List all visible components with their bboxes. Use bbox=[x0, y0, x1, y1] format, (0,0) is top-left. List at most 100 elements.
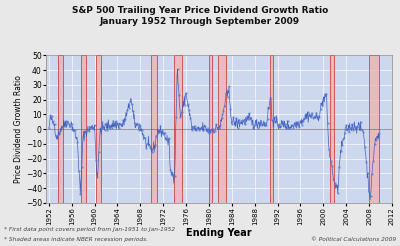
Point bbox=[306, 112, 312, 116]
Text: * Shaded areas indicate NBER recession periods.: * Shaded areas indicate NBER recession p… bbox=[4, 237, 148, 242]
Point bbox=[120, 118, 126, 122]
Point bbox=[70, 128, 76, 132]
Point bbox=[332, 181, 338, 185]
Point bbox=[307, 116, 314, 120]
Point bbox=[84, 128, 91, 132]
Point bbox=[190, 125, 196, 129]
Point bbox=[127, 99, 134, 103]
Point bbox=[313, 111, 320, 115]
Bar bbox=[58, 55, 63, 203]
Point bbox=[223, 91, 229, 95]
Point bbox=[342, 131, 348, 135]
Point bbox=[283, 126, 289, 130]
Point bbox=[369, 171, 375, 175]
Point bbox=[269, 118, 275, 122]
Point bbox=[339, 143, 345, 147]
Point bbox=[214, 126, 221, 130]
Point bbox=[274, 123, 281, 127]
Point bbox=[284, 119, 291, 123]
Point bbox=[334, 191, 341, 195]
Point bbox=[104, 128, 111, 132]
Point bbox=[253, 122, 259, 126]
Point bbox=[142, 136, 148, 140]
Point bbox=[219, 116, 225, 120]
Bar bbox=[218, 55, 226, 203]
Point bbox=[352, 125, 358, 129]
Point bbox=[216, 126, 222, 130]
Point bbox=[122, 117, 128, 121]
Point bbox=[162, 131, 168, 135]
Text: S&P 500 Trailing Year Price Dividend Growth Ratio: S&P 500 Trailing Year Price Dividend Gro… bbox=[72, 6, 328, 15]
Point bbox=[277, 124, 284, 128]
Point bbox=[250, 126, 256, 130]
Point bbox=[68, 122, 75, 126]
Point bbox=[124, 108, 131, 112]
Point bbox=[310, 116, 316, 120]
Point bbox=[367, 194, 374, 198]
Point bbox=[160, 132, 166, 136]
Point bbox=[126, 106, 132, 110]
Point bbox=[78, 165, 85, 169]
Point bbox=[116, 126, 122, 130]
Point bbox=[177, 115, 184, 119]
Point bbox=[324, 121, 331, 124]
Point bbox=[134, 122, 141, 126]
Point bbox=[176, 93, 182, 97]
Point bbox=[304, 110, 311, 114]
Point bbox=[260, 122, 266, 125]
Point bbox=[112, 121, 118, 124]
Point bbox=[326, 147, 332, 151]
Point bbox=[267, 96, 274, 100]
Point bbox=[108, 125, 115, 129]
Point bbox=[240, 120, 246, 123]
Point bbox=[272, 115, 278, 119]
Point bbox=[103, 122, 109, 126]
Point bbox=[292, 122, 298, 125]
Point bbox=[53, 134, 59, 138]
Point bbox=[376, 131, 382, 135]
Point bbox=[164, 138, 171, 142]
Point bbox=[187, 116, 194, 120]
Point bbox=[296, 125, 302, 129]
Point bbox=[309, 111, 315, 115]
Point bbox=[98, 126, 105, 130]
Point bbox=[170, 173, 176, 177]
Point bbox=[66, 122, 72, 125]
Point bbox=[167, 168, 174, 172]
Point bbox=[374, 136, 381, 140]
Point bbox=[146, 143, 152, 147]
Point bbox=[56, 133, 62, 137]
Point bbox=[157, 124, 164, 128]
Point bbox=[174, 67, 181, 71]
Point bbox=[149, 150, 155, 154]
Y-axis label: Price Dividend Growth Ratio: Price Dividend Growth Ratio bbox=[14, 75, 23, 183]
Point bbox=[329, 164, 335, 168]
Point bbox=[257, 123, 264, 127]
Point bbox=[252, 123, 258, 127]
Point bbox=[222, 104, 228, 108]
Point bbox=[276, 122, 282, 126]
Point bbox=[63, 119, 69, 123]
Point bbox=[293, 120, 300, 124]
Point bbox=[366, 190, 372, 194]
Point bbox=[302, 116, 308, 120]
Point bbox=[227, 107, 234, 110]
Point bbox=[207, 130, 214, 134]
Point bbox=[336, 165, 342, 169]
Point bbox=[287, 126, 294, 130]
Point bbox=[143, 146, 149, 150]
Point bbox=[154, 131, 161, 135]
Point bbox=[322, 92, 328, 96]
Point bbox=[47, 113, 54, 117]
Point bbox=[357, 120, 364, 123]
Point bbox=[327, 159, 334, 163]
Point bbox=[364, 171, 371, 175]
Point bbox=[74, 140, 81, 144]
Point bbox=[197, 126, 204, 130]
Point bbox=[229, 122, 235, 126]
Point bbox=[363, 160, 370, 164]
Point bbox=[179, 110, 185, 114]
Point bbox=[282, 122, 288, 126]
Text: © Political Calculations 2009: © Political Calculations 2009 bbox=[311, 237, 396, 242]
Point bbox=[356, 122, 362, 126]
